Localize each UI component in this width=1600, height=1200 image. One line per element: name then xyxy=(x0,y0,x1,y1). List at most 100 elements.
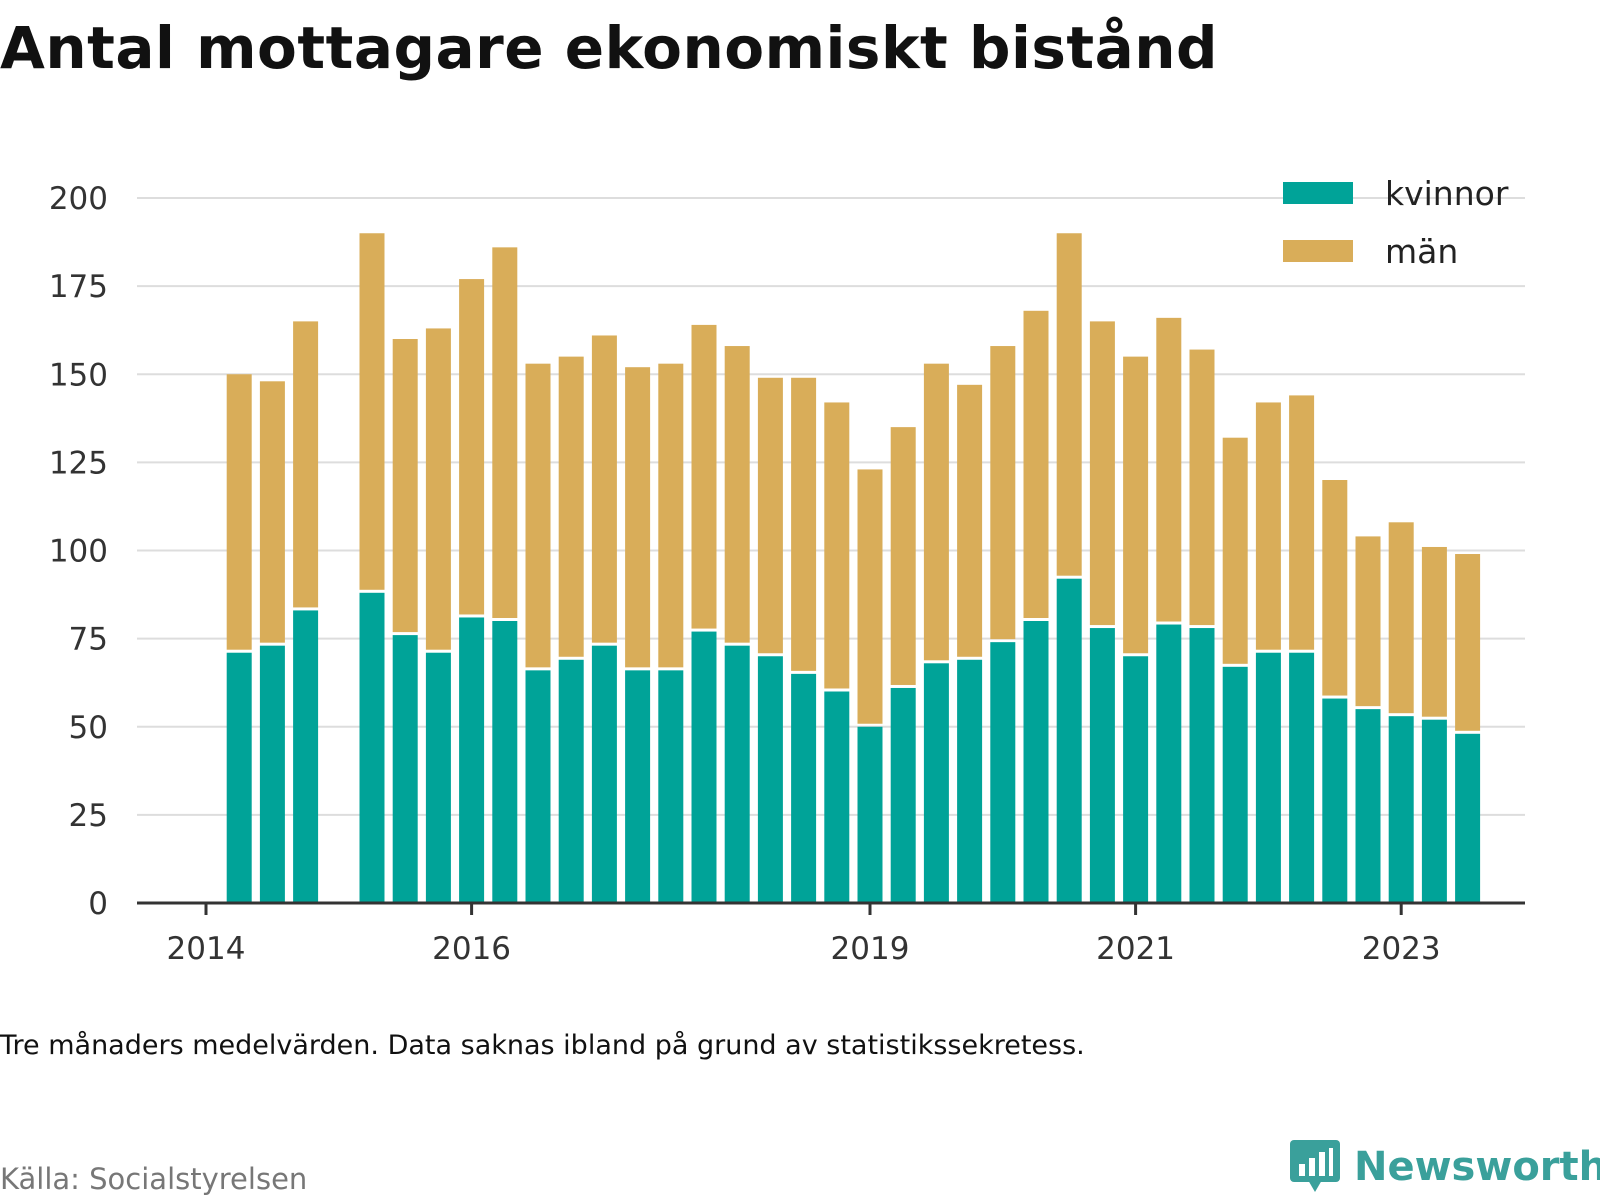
x-tick-label: 2014 xyxy=(167,931,246,967)
y-tick-label: 50 xyxy=(69,710,108,746)
bar-man xyxy=(1289,395,1315,650)
legend: kvinnor män xyxy=(1283,174,1509,271)
bar-man xyxy=(691,324,717,629)
bar-man xyxy=(824,402,850,689)
bar-kvinnor xyxy=(1089,628,1115,903)
bar-kvinnor xyxy=(226,652,252,903)
chart-title: Antal mottagare ekonomiskt bistånd xyxy=(0,14,1219,82)
bar-kvinnor xyxy=(1388,716,1414,903)
bar-man xyxy=(990,346,1016,640)
source-credit: Källa: Socialstyrelsen xyxy=(0,1162,308,1196)
bar-kvinnor xyxy=(492,621,518,903)
bar-kvinnor xyxy=(1455,733,1481,903)
bar-kvinnor xyxy=(1289,652,1315,903)
bar-kvinnor xyxy=(1222,666,1248,903)
bar-man xyxy=(1089,321,1115,626)
bar-man xyxy=(1189,349,1215,626)
bar-man xyxy=(890,427,916,685)
bar-man xyxy=(525,363,551,668)
bar-kvinnor xyxy=(459,617,485,903)
bar-man xyxy=(1455,554,1481,731)
bar-man xyxy=(293,321,319,608)
bar-kvinnor xyxy=(957,659,983,903)
bar-man xyxy=(1322,480,1348,696)
bar-kvinnor xyxy=(392,635,418,903)
bar-kvinnor xyxy=(425,652,451,903)
legend-label-man: män xyxy=(1385,232,1458,271)
y-tick-label: 200 xyxy=(49,181,108,217)
bar-kvinnor xyxy=(857,726,883,903)
bar-kvinnor xyxy=(1189,628,1215,903)
bar-kvinnor xyxy=(259,645,285,903)
bar-man xyxy=(492,247,518,618)
bar-man xyxy=(1056,233,1082,576)
bar-kvinnor xyxy=(1023,621,1049,903)
bar-kvinnor xyxy=(724,645,750,903)
bar-man xyxy=(1355,536,1381,707)
bar-kvinnor xyxy=(625,670,651,903)
bar-kvinnor xyxy=(658,670,684,903)
bar-kvinnor xyxy=(1355,709,1381,903)
bar-kvinnor xyxy=(525,670,551,903)
bar-man xyxy=(791,377,817,671)
bar-man xyxy=(757,377,783,654)
y-tick-label: 0 xyxy=(88,886,108,922)
bar-man xyxy=(1421,546,1447,717)
bar-man xyxy=(1388,522,1414,714)
bar-kvinnor xyxy=(1056,578,1082,903)
bar-man xyxy=(1123,356,1149,654)
bar-kvinnor xyxy=(824,691,850,903)
bar-kvinnor xyxy=(1255,652,1281,903)
bar-kvinnor xyxy=(691,631,717,903)
bar-man xyxy=(226,374,252,650)
newsworthy-logo-icon xyxy=(1290,1140,1340,1192)
bar-man xyxy=(957,384,983,657)
y-tick-label: 175 xyxy=(49,269,108,305)
bar-man xyxy=(359,233,385,590)
legend-swatch-man xyxy=(1283,240,1353,262)
chart-note: Tre månaders medelvärden. Data saknas ib… xyxy=(0,1030,1085,1061)
y-tick-label: 125 xyxy=(49,445,108,481)
x-tick-label: 2021 xyxy=(1096,931,1175,967)
bar-man xyxy=(591,335,617,643)
bar-kvinnor xyxy=(359,592,385,903)
bar-kvinnor xyxy=(591,645,617,903)
bar-kvinnor xyxy=(923,663,949,903)
bar-man xyxy=(392,339,418,633)
bar-man xyxy=(425,328,451,650)
bar-kvinnor xyxy=(990,642,1016,903)
brand-logo: Newsworthy xyxy=(1290,1140,1600,1194)
y-tick-label: 150 xyxy=(49,357,108,393)
legend-label-kvinnor: kvinnor xyxy=(1385,174,1509,213)
bar-man xyxy=(658,363,684,668)
bar-man xyxy=(1023,310,1049,618)
bar-kvinnor xyxy=(890,687,916,903)
bar-man xyxy=(1255,402,1281,650)
legend-swatch-kvinnor xyxy=(1283,182,1353,204)
x-tick-label: 2016 xyxy=(432,931,511,967)
y-tick-label: 25 xyxy=(69,798,108,834)
bar-man xyxy=(857,469,883,724)
bar-man xyxy=(259,381,285,643)
bar-kvinnor xyxy=(1322,698,1348,903)
bar-man xyxy=(1222,437,1248,664)
bars xyxy=(226,233,1481,903)
bar-man xyxy=(724,346,750,643)
y-tick-label: 75 xyxy=(69,622,108,658)
x-axis: 2014 2016 2019 2021 2023 xyxy=(137,901,1525,967)
bar-man xyxy=(1156,317,1182,622)
bar-kvinnor xyxy=(791,673,817,903)
brand-name: Newsworthy xyxy=(1354,1144,1600,1190)
y-tick-label: 100 xyxy=(49,534,108,570)
bar-man xyxy=(923,363,949,661)
x-tick-label: 2019 xyxy=(831,931,910,967)
bar-man xyxy=(459,279,485,615)
bar-kvinnor xyxy=(558,659,584,903)
bar-kvinnor xyxy=(1123,656,1149,903)
bar-kvinnor xyxy=(1421,719,1447,903)
y-axis-tick-labels: 0 25 50 75 100 125 150 175 200 xyxy=(49,181,108,922)
bar-man xyxy=(625,367,651,668)
x-tick-label: 2023 xyxy=(1362,931,1441,967)
bar-man xyxy=(558,356,584,657)
